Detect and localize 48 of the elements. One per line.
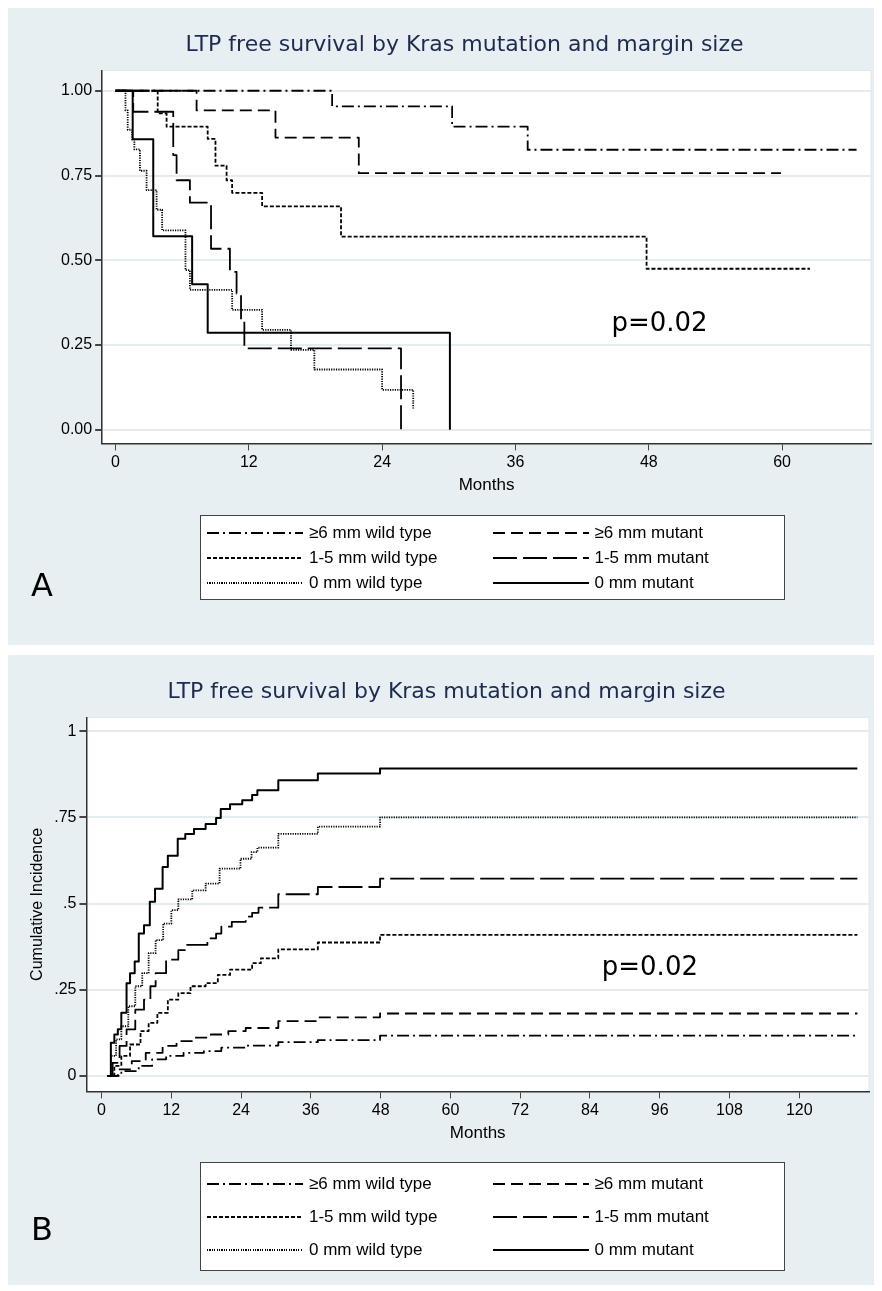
x-tick-label: 72	[511, 1101, 530, 1119]
x-tick-label: 0	[97, 1101, 107, 1119]
x-tick-label: 60	[441, 1101, 460, 1119]
annotation: p=0.02	[611, 306, 708, 337]
x-tick-label: 84	[581, 1101, 599, 1119]
text: B	[31, 1210, 53, 1249]
x-tick-label: 36	[506, 453, 525, 471]
chart-title: LTP free survival by Kras mutation and margin size	[185, 30, 744, 56]
legend-label: ≥6 mm mutant	[594, 1173, 704, 1194]
x-tick-label: 48	[371, 1101, 390, 1119]
y-tick-label: 0	[67, 1066, 77, 1084]
y-tick-label: 0.75	[61, 165, 93, 183]
y-tick-label: .5	[63, 893, 77, 911]
legend-label: ≥6 mm mutant	[594, 522, 704, 543]
y-tick-label: 1	[67, 721, 77, 739]
x-axis-title: Months	[458, 475, 515, 495]
x-tick-label: 48	[639, 453, 658, 471]
y-tick-label: 0.25	[61, 335, 93, 353]
text: A	[31, 566, 54, 605]
x-tick-label: 96	[650, 1101, 669, 1119]
legend-label: 1-5 mm mutant	[594, 547, 709, 568]
x-tick-label: 120	[785, 1101, 813, 1119]
legend-label: 0 mm wild type	[309, 1239, 423, 1260]
y-tick-label: 0.00	[61, 420, 93, 438]
legend-label: 1-5 mm wild type	[309, 1206, 438, 1227]
legend-label: ≥6 mm wild type	[309, 522, 432, 543]
chart-title: LTP free survival by Kras mutation and margin size	[167, 677, 726, 703]
y-tick-label: .25	[54, 980, 77, 998]
x-tick-label: 12	[239, 453, 258, 471]
x-tick-label: 36	[301, 1101, 320, 1119]
x-tick-label: 12	[162, 1101, 181, 1119]
legend-label: 0 mm wild type	[309, 572, 423, 593]
annotation: p=0.02	[601, 950, 698, 981]
x-axis-title: Months	[449, 1123, 506, 1143]
y-tick-label: .75	[54, 807, 77, 825]
y-tick-label: 0.50	[61, 250, 93, 268]
x-tick-label: 108	[716, 1101, 743, 1119]
y-tick-label: 1.00	[61, 81, 93, 99]
x-tick-label: 60	[773, 453, 792, 471]
legend-label: 0 mm mutant	[594, 1239, 694, 1260]
x-tick-label: 24	[232, 1101, 251, 1119]
y-axis-title: Cumulative Incidence	[28, 827, 46, 981]
legend-label: 0 mm mutant	[594, 572, 694, 593]
legend-label: 1-5 mm mutant	[594, 1206, 709, 1227]
legend-label: ≥6 mm wild type	[309, 1173, 432, 1194]
x-tick-label: 0	[111, 453, 121, 471]
legend-label: 1-5 mm wild type	[309, 547, 438, 568]
x-tick-label: 24	[373, 453, 392, 471]
